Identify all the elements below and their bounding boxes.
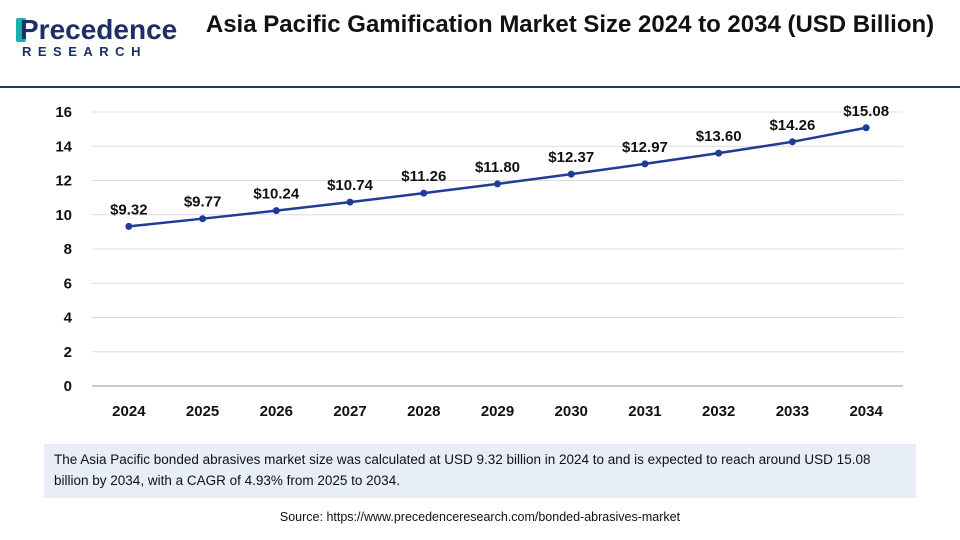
- x-tick-label: 2033: [776, 403, 809, 420]
- data-point: [125, 222, 133, 230]
- x-tick-label: 2024: [112, 403, 146, 420]
- y-tick-label: 12: [55, 173, 72, 190]
- brand-logo[interactable]: Precedence RESEARCH: [14, 14, 178, 64]
- data-label: $12.37: [548, 149, 594, 166]
- data-label: $11.80: [475, 159, 520, 176]
- x-tick-label: 2027: [333, 403, 366, 420]
- data-point: [494, 180, 501, 188]
- data-label: $15.08: [843, 103, 889, 120]
- y-tick-label: 8: [64, 241, 72, 258]
- data-label: $9.32: [110, 201, 148, 218]
- logo-wordmark: Precedence: [20, 14, 178, 45]
- data-point: [567, 170, 575, 178]
- data-label: $14.26: [769, 117, 815, 134]
- data-label: $9.77: [184, 194, 222, 211]
- data-point: [346, 198, 354, 206]
- x-tick-label: 2029: [481, 403, 514, 420]
- x-tick-label: 2025: [186, 403, 219, 420]
- y-tick-label: 2: [64, 344, 72, 361]
- logo-accent-icon: [16, 18, 26, 42]
- y-tick-label: 14: [55, 138, 72, 155]
- data-point: [715, 149, 723, 157]
- series-line: [128, 126, 867, 228]
- chart-title: Asia Pacific Gamification Market Size 20…: [205, 11, 935, 38]
- logo-subtitle: RESEARCH: [22, 44, 147, 59]
- data-label: $11.26: [401, 168, 446, 185]
- data-label: $10.24: [253, 186, 300, 203]
- y-tick-label: 4: [64, 310, 73, 327]
- data-point: [788, 138, 796, 146]
- x-tick-label: 2031: [628, 403, 661, 420]
- y-tick-label: 10: [55, 207, 72, 224]
- x-tick-label: 2026: [260, 403, 293, 420]
- data-point: [862, 124, 870, 132]
- x-tick-label: 2034: [849, 403, 883, 420]
- data-label: $13.60: [696, 128, 742, 145]
- data-point: [272, 207, 280, 215]
- x-tick-label: 2030: [555, 403, 588, 420]
- data-point: [641, 160, 649, 168]
- data-point: [420, 189, 428, 197]
- data-label: $10.74: [327, 177, 374, 194]
- source-text: Source: https://www.precedenceresearch.c…: [279, 510, 681, 524]
- y-tick-label: 16: [55, 104, 72, 121]
- x-tick-label: 2032: [702, 403, 735, 420]
- x-tick-label: 2028: [407, 403, 440, 420]
- data-label: $12.97: [622, 139, 668, 156]
- y-tick-label: 0: [64, 378, 72, 395]
- summary-note: The Asia Pacific bonded abrasives market…: [44, 444, 916, 498]
- header: Precedence RESEARCH Asia Pacific Gamific…: [0, 0, 960, 88]
- data-point: [199, 215, 207, 223]
- line-chart: 0 2 4 6 8 10 12 14 16 2024 2025 2026 2027 2028 2029 203…: [55, 103, 903, 420]
- y-tick-label: 6: [64, 275, 72, 292]
